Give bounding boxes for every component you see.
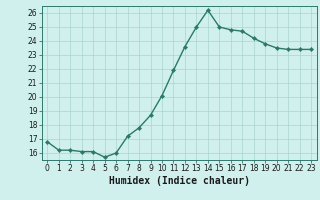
- X-axis label: Humidex (Indice chaleur): Humidex (Indice chaleur): [109, 176, 250, 186]
